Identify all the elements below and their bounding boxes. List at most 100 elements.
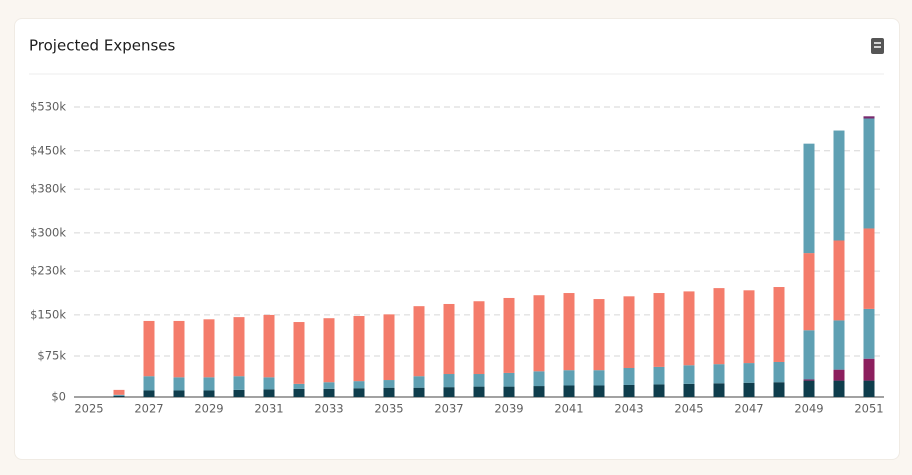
- bar-segment: [503, 386, 515, 397]
- bar-segment: [473, 374, 485, 387]
- bar-segment: [263, 377, 275, 390]
- bar-segment: [203, 319, 215, 378]
- x-tick-label: 2051: [854, 402, 883, 416]
- x-tick-label: 2041: [554, 402, 583, 416]
- y-tick-label: $450k: [30, 143, 66, 157]
- bar-segment: [683, 365, 695, 384]
- bar-segment: [383, 380, 395, 388]
- bar-segment: [323, 318, 335, 383]
- bar-segment: [833, 369, 845, 381]
- x-tick-label: 2031: [254, 402, 283, 416]
- bar-segment: [503, 297, 515, 373]
- icon-body[interactable]: [871, 38, 884, 54]
- bar-segment: [863, 228, 875, 309]
- bar-segment: [143, 390, 155, 397]
- bar-segment: [803, 379, 815, 381]
- y-tick-label: $75k: [37, 348, 66, 362]
- x-tick-label: 2037: [434, 402, 463, 416]
- bar-segment: [743, 290, 755, 364]
- bar-segment: [323, 382, 335, 389]
- bar-segment: [233, 389, 245, 397]
- bar-segment: [293, 383, 305, 389]
- bar-segment: [833, 320, 845, 370]
- x-tick-label: 2047: [734, 402, 763, 416]
- bar-segment: [443, 303, 455, 375]
- bar-segment: [803, 143, 815, 254]
- x-tick-label: 2033: [314, 402, 343, 416]
- bar-segment: [803, 380, 815, 397]
- bar-segment: [533, 295, 545, 372]
- bar-segment: [143, 376, 155, 391]
- x-tick-label: 2045: [674, 402, 703, 416]
- bar-segment: [683, 383, 695, 397]
- bar-segment: [383, 387, 395, 397]
- bar-segment: [713, 288, 725, 365]
- bar-segment: [743, 382, 755, 397]
- x-tick-label: 2029: [194, 402, 223, 416]
- bar-segment: [443, 387, 455, 397]
- bar-segment: [143, 320, 155, 377]
- bar-segment: [563, 385, 575, 397]
- bar-segment: [713, 364, 725, 384]
- bar-segment: [413, 376, 425, 388]
- bar-segment: [653, 293, 665, 367]
- bar-segment: [863, 118, 875, 229]
- bar-segment: [863, 380, 875, 397]
- bar-segment: [593, 370, 605, 386]
- x-tick-label: 2025: [74, 402, 103, 416]
- bar-segment: [623, 368, 635, 385]
- bar-segment: [233, 317, 245, 377]
- bar-segment: [593, 299, 605, 371]
- y-tick-label: $150k: [30, 307, 66, 321]
- bar-segment: [863, 358, 875, 381]
- menu-icon[interactable]: [871, 38, 884, 54]
- bar-segment: [323, 388, 335, 397]
- bar-segment: [473, 386, 485, 397]
- bar-segment: [113, 394, 125, 396]
- bar-segment: [293, 388, 305, 397]
- bar-segment: [593, 385, 605, 397]
- bar-segment: [533, 386, 545, 397]
- bar-segment: [803, 253, 815, 331]
- y-tick-label: $380k: [30, 182, 66, 196]
- bar-segment: [623, 384, 635, 397]
- bar-segment: [533, 371, 545, 387]
- bar-segment: [713, 383, 725, 397]
- bar-segment: [293, 322, 305, 384]
- x-tick-label: 2027: [134, 402, 163, 416]
- bar-segment: [773, 382, 785, 397]
- bar-segment: [563, 293, 575, 371]
- bar-segment: [653, 366, 665, 385]
- bar-segment: [653, 384, 665, 397]
- bar-segment: [353, 381, 365, 389]
- bar-segment: [833, 240, 845, 321]
- x-tick-label: 2049: [794, 402, 823, 416]
- bar-segment: [233, 376, 245, 390]
- bar-segment: [803, 330, 815, 380]
- bar-segment: [413, 387, 425, 397]
- bar-segment: [353, 388, 365, 397]
- bar-segment: [503, 372, 515, 387]
- bar-segment: [353, 316, 365, 382]
- chart-title: Projected Expenses: [29, 37, 175, 55]
- bar-segment: [833, 130, 845, 241]
- bar-segment: [263, 389, 275, 397]
- bar-segment: [173, 320, 185, 378]
- y-tick-label: $530k: [30, 100, 66, 114]
- bar-segment: [173, 377, 185, 391]
- bar-segment: [413, 306, 425, 377]
- x-tick-label: 2043: [614, 402, 643, 416]
- bar-segment: [263, 314, 275, 378]
- bar-segment: [113, 389, 125, 395]
- y-tick-label: $230k: [30, 264, 66, 278]
- x-tick-label: 2035: [374, 402, 403, 416]
- bar-segment: [203, 390, 215, 397]
- bar-segment: [563, 370, 575, 386]
- bar-segment: [743, 363, 755, 383]
- bar-segment: [623, 296, 635, 368]
- bar-segment: [833, 380, 845, 397]
- y-tick-label: $300k: [30, 225, 66, 239]
- bar-segment: [203, 377, 215, 391]
- bar-segment: [443, 374, 455, 388]
